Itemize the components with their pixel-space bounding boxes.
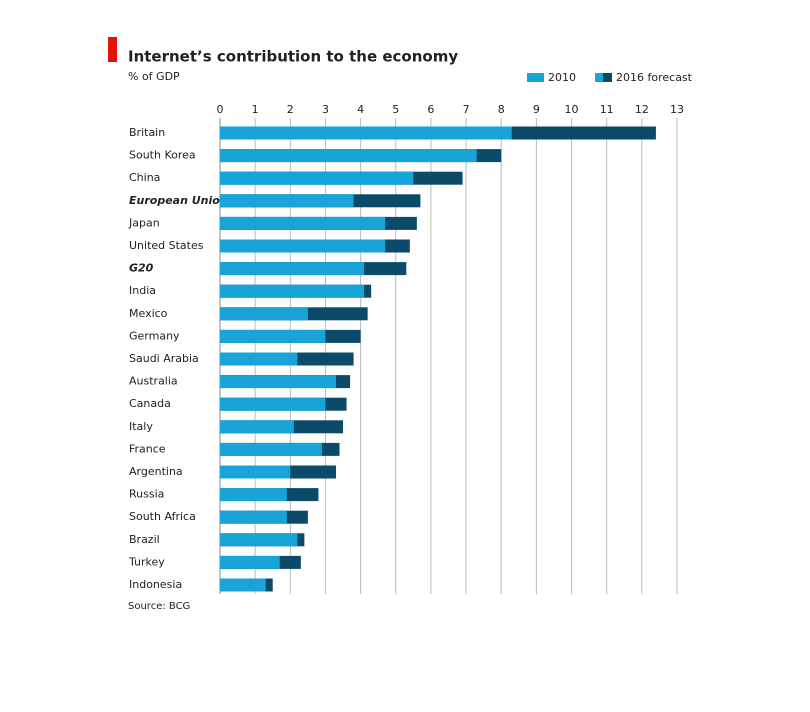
bar [220,533,298,547]
legend-swatch [527,73,544,82]
y-tick-label: Italy [129,420,153,433]
x-tick-label: 10 [565,103,579,116]
bar [220,555,280,569]
bar [220,284,365,298]
x-tick-label: 12 [635,103,649,116]
bar [220,239,386,253]
y-tick-label: Russia [129,488,164,501]
bar [220,397,326,411]
red-tag [108,37,117,62]
bar [220,352,298,366]
x-tick-label: 11 [600,103,614,116]
y-tick-label: South Africa [129,510,196,523]
y-tick-label: China [129,171,160,184]
source: Source: BCG [128,601,190,612]
bar [220,578,266,592]
y-tick-label: Brazil [129,533,160,546]
x-tick-label: 3 [322,103,329,116]
bar [220,171,414,185]
x-tick-label: 8 [498,103,505,116]
bar [220,194,354,208]
y-tick-label: Germany [129,329,180,342]
bar [220,262,365,276]
chart-subtitle: % of GDP [128,70,180,83]
bar [220,420,294,434]
bar [220,329,326,343]
bar [220,510,287,524]
legend-swatch [603,73,612,82]
bar [220,465,291,479]
y-tick-label: European Union [129,194,228,207]
x-tick-label: 7 [463,103,470,116]
y-tick-label: South Korea [129,149,196,162]
bar [220,149,477,163]
x-tick-label: 9 [533,103,540,116]
x-tick-label: 1 [252,103,259,116]
y-tick-label: United States [129,239,204,252]
legend-label: 2010 [548,71,576,84]
x-tick-label: 13 [670,103,684,116]
bar [220,488,287,502]
y-tick-label: Saudi Arabia [129,352,199,365]
x-tick-label: 0 [217,103,224,116]
y-tick-label: Australia [129,375,178,388]
y-tick-label: Britain [129,126,165,139]
y-tick-label: France [129,442,166,455]
y-tick-label: India [129,284,156,297]
bar [220,216,386,230]
x-tick-label: 5 [392,103,399,116]
bar [220,442,322,456]
legend-label: 2016 forecast [616,71,693,84]
y-tick-label: Turkey [128,555,165,568]
x-tick-label: 6 [427,103,434,116]
y-tick-label: Argentina [129,465,183,478]
bar [220,375,337,389]
x-tick-label: 2 [287,103,294,116]
chart-title: Internet’s contribution to the economy [128,48,458,66]
y-tick-label: G20 [129,262,154,275]
y-tick-label: Japan [128,216,160,229]
x-tick-label: 4 [357,103,364,116]
y-tick-label: Indonesia [129,578,182,591]
bar [220,126,512,140]
legend-swatch [595,73,603,82]
bar [220,307,308,321]
y-tick-label: Mexico [129,307,168,320]
y-tick-label: Canada [129,397,171,410]
